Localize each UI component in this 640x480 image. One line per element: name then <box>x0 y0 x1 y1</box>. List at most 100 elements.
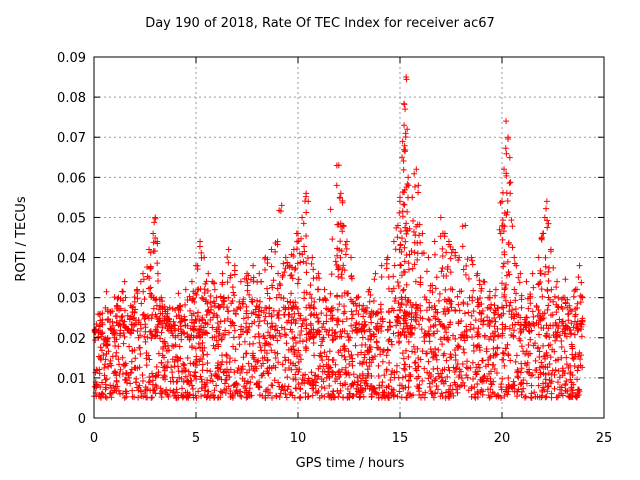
data-point <box>426 299 433 306</box>
data-point <box>444 306 451 313</box>
data-point <box>215 341 222 348</box>
data-point <box>423 296 430 303</box>
data-point <box>279 383 286 390</box>
data-point <box>332 371 339 378</box>
data-point <box>452 252 459 259</box>
data-point <box>269 394 276 401</box>
data-point <box>401 244 408 251</box>
data-point <box>239 328 246 335</box>
data-point <box>345 348 352 355</box>
data-point <box>576 262 583 269</box>
data-point <box>174 389 181 396</box>
data-point <box>495 311 502 318</box>
data-point <box>155 277 162 284</box>
data-point <box>458 331 465 338</box>
data-point <box>217 318 224 325</box>
data-point <box>179 385 185 392</box>
data-point <box>395 282 402 289</box>
data-point <box>451 368 458 375</box>
data-point <box>306 379 313 386</box>
data-point <box>503 211 510 218</box>
data-point <box>427 373 434 380</box>
data-point <box>222 376 229 383</box>
data-point <box>334 306 341 313</box>
data-point <box>404 298 411 305</box>
data-point <box>542 205 549 212</box>
x-tick-label: 5 <box>192 431 200 446</box>
data-point <box>412 359 419 366</box>
data-point <box>137 344 144 351</box>
data-point <box>390 285 397 292</box>
data-point <box>120 329 127 336</box>
data-point <box>525 341 532 348</box>
data-point <box>119 371 126 378</box>
data-point <box>303 209 310 216</box>
data-point <box>276 207 283 214</box>
data-point <box>282 367 289 374</box>
data-point <box>254 297 261 304</box>
data-point <box>134 286 141 293</box>
data-point <box>387 324 394 331</box>
data-point <box>359 334 366 341</box>
data-point <box>100 352 107 359</box>
data-point <box>507 357 514 364</box>
data-point <box>463 262 470 269</box>
data-point <box>378 273 385 280</box>
data-point <box>452 336 459 343</box>
data-point <box>538 286 545 293</box>
data-point <box>158 329 165 336</box>
data-point <box>434 386 441 393</box>
data-point <box>150 305 157 312</box>
data-point <box>280 260 287 267</box>
data-point <box>413 166 420 173</box>
data-point <box>542 355 549 362</box>
data-point <box>540 230 547 237</box>
data-point <box>429 282 436 289</box>
data-point <box>123 377 130 384</box>
data-point <box>546 361 553 368</box>
data-point <box>565 364 572 371</box>
data-point <box>385 309 392 316</box>
data-point <box>518 343 525 350</box>
data-point <box>388 341 395 348</box>
data-point <box>195 332 202 339</box>
data-point <box>441 296 448 303</box>
data-point <box>256 318 263 325</box>
data-point <box>463 332 470 339</box>
data-point <box>530 320 537 327</box>
data-point <box>264 285 271 292</box>
data-point <box>550 332 557 339</box>
data-point <box>152 235 159 242</box>
data-point <box>97 310 104 317</box>
data-point <box>477 376 484 383</box>
data-point <box>339 366 346 373</box>
data-point <box>169 369 176 376</box>
data-point <box>386 394 393 401</box>
data-point <box>257 344 264 351</box>
data-point <box>277 390 284 397</box>
data-point <box>399 138 406 145</box>
data-point <box>254 279 261 286</box>
data-point <box>220 295 227 302</box>
data-point <box>121 278 128 285</box>
data-point <box>158 388 165 395</box>
data-point <box>537 270 544 277</box>
data-point <box>207 292 214 299</box>
data-point <box>132 355 139 362</box>
data-point <box>285 346 292 353</box>
data-point <box>434 328 441 335</box>
data-point <box>315 270 322 277</box>
data-point <box>516 279 523 286</box>
data-point <box>465 275 472 282</box>
data-point <box>474 303 481 310</box>
data-point <box>512 297 519 304</box>
data-point <box>159 324 166 331</box>
data-point <box>469 294 476 301</box>
data-point <box>177 319 184 326</box>
data-point <box>510 378 517 385</box>
data-point <box>481 278 488 285</box>
data-point <box>146 356 153 363</box>
data-point <box>305 375 312 382</box>
data-point <box>207 368 214 375</box>
data-point <box>218 336 225 343</box>
